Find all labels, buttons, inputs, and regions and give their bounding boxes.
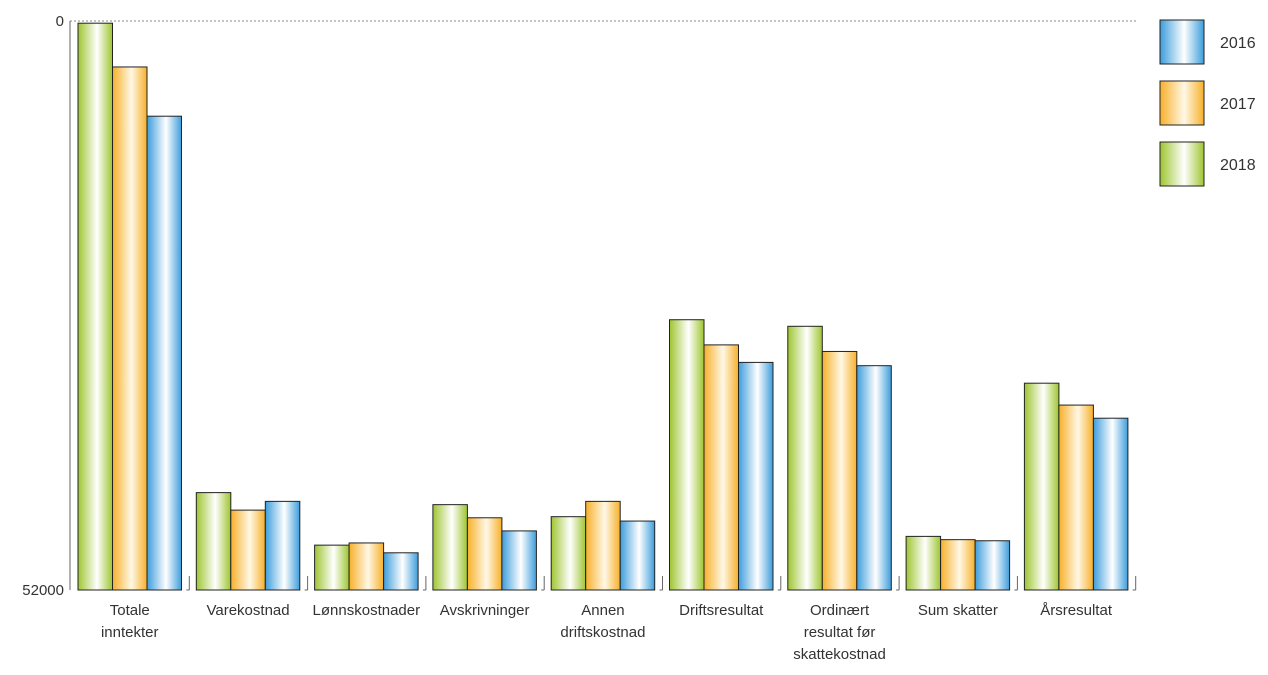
category-label: Lønnskostnader [313,602,421,619]
category-label: Varekostnad [206,602,289,619]
bar-2018 [77,22,113,591]
legend-label-2018: 2018 [1220,157,1256,174]
category-label: Årsresultat [1040,602,1113,619]
bar-2017 [940,539,976,591]
legend-label-2016: 2016 [1220,35,1256,52]
legend-swatch-2017 [1159,80,1205,126]
bar-2017 [585,500,621,591]
bar-2018 [432,504,468,591]
bar-2016 [264,500,301,591]
bar-2016 [1092,417,1129,591]
bars [77,22,1129,591]
bar-2018 [905,535,942,591]
bar-2017 [821,350,858,591]
category-label: Avskrivninger [440,602,530,619]
bar-2017 [348,542,385,591]
legend: 2016 2017 2018 [1159,19,1256,187]
bar-2017 [466,517,503,591]
bar-2016 [619,520,656,591]
bar-2017 [112,66,148,591]
category-label: Annen driftskostnad [560,602,645,641]
bar-2016 [501,530,537,591]
bar-2018 [314,544,350,591]
bar-2016 [146,115,182,591]
legend-label-2017: 2017 [1220,96,1256,113]
bar-2017 [230,509,266,591]
bar-2018 [787,325,823,591]
bar-2016 [383,552,419,591]
category-label: Driftsresultat [679,602,764,619]
category-label: Ordinært resultat før skattekostnad [793,602,886,663]
axes: 52000 0 [22,13,1138,599]
bar-2016 [856,365,892,591]
bar-2018 [195,492,232,591]
bar-2018 [669,319,705,591]
category-label: Sum skatter [918,602,998,619]
category-label: Totale inntekter [101,602,159,641]
bar-2017 [703,344,739,591]
bar-2018 [550,516,587,591]
legend-swatch-2018 [1159,141,1205,187]
y-tick-label: 52000 [22,582,64,599]
category-labels: Totale inntekter Varekostnad Lønnskostnader… [101,602,1113,663]
bar-2016 [974,540,1011,591]
y-tick-label: 0 [56,13,64,30]
bar-2016 [738,361,774,591]
bar-2018 [1023,382,1060,591]
bar-2017 [1058,404,1094,591]
legend-swatch-2016 [1159,19,1205,65]
